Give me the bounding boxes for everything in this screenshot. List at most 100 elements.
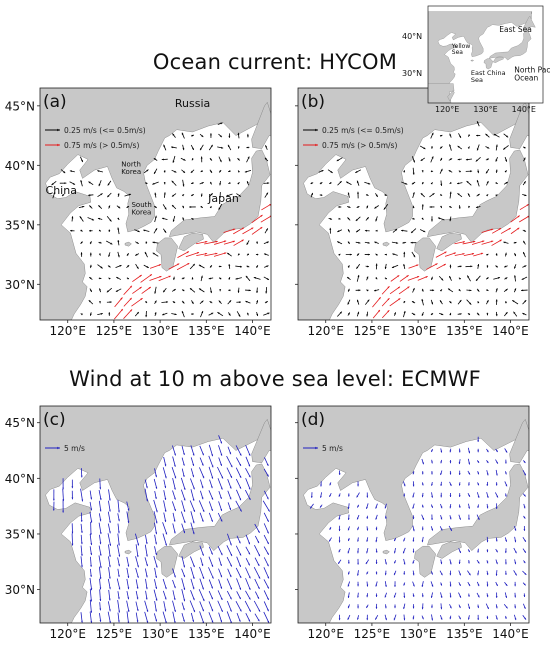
current-vector [237,132,240,139]
current-vector [319,182,323,185]
current-vector-fast [436,263,447,270]
wind-vector [375,603,378,609]
place-label-south-korea: South Korea [131,201,151,216]
current-vector [181,310,185,318]
current-vector [191,300,194,305]
wind-vector [393,537,397,542]
current-vector [253,276,261,280]
current-vector-fast [204,240,218,245]
current-vector-fast [389,298,401,307]
current-vector [80,229,83,232]
current-vector [486,277,489,280]
wind-vector [449,615,452,620]
current-vector [108,277,111,280]
wind-vector [199,457,204,466]
wind-vector [440,514,443,520]
wind-vector [145,534,148,545]
current-vector [522,299,527,305]
wind-vector [172,611,176,623]
wind-vector [458,559,461,564]
legend-label: 0.25 m/s (<= 0.5m/s) [64,126,146,135]
wind-vector [513,570,518,576]
current-vector [126,205,130,209]
wind-vector [477,614,480,621]
current-vector [108,312,111,316]
current-vector [421,217,424,221]
current-vector [172,215,176,222]
wind-vector [190,566,195,579]
wind-vector [393,592,397,598]
wind-vector [329,482,332,486]
current-vector [383,204,389,210]
wind-vector [403,481,406,487]
wind-vector [421,492,424,498]
wind-vector [245,613,251,622]
wind-vector [190,489,195,501]
current-vector-fast [510,227,520,235]
current-vector [466,180,472,186]
wind-vector [98,545,102,556]
lon-tick-label: 140°E [492,324,529,338]
current-vector [355,216,361,222]
wind-vector [449,592,452,598]
wind-vector [448,525,453,532]
wind-vector [468,503,470,509]
current-vector-fast [223,240,235,245]
current-vector-fast [114,297,123,308]
current-vector [200,205,204,209]
current-vector [465,170,473,173]
current-vector-fast [372,309,381,319]
wind-vector [514,604,517,609]
legend-arrow [45,128,60,132]
wind-vector [449,581,452,587]
wind-vector [218,612,223,623]
landmass [178,232,204,252]
current-vector [401,181,408,185]
wind-vector [117,600,121,613]
current-vector [256,241,258,244]
current-vector [364,253,370,256]
current-vector [171,204,177,210]
wind-vector [403,592,406,598]
current-vector [522,312,527,316]
current-vector [98,180,102,187]
current-vector [522,194,527,197]
wind-vector [477,548,480,553]
current-vector [365,265,370,268]
wind-vector [226,455,233,468]
wind-vector [89,611,93,623]
current-vector [99,288,101,293]
wind-vector [449,459,452,464]
current-vector [89,229,93,232]
current-vector [336,241,343,245]
current-vector-fast [149,264,162,269]
current-vector [522,229,527,232]
wind-vector [514,536,517,543]
current-vector [410,241,417,244]
current-vector-fast [242,227,254,235]
wind-vector [374,615,379,620]
wind-vector [227,568,232,578]
wind-vector [357,581,359,587]
wind-vector [80,488,84,502]
current-vector [143,169,149,174]
current-vector [337,180,342,186]
wind-vector [254,523,260,534]
wind-vector [208,612,214,623]
current-vector-fast [381,285,390,295]
wind-vector [154,534,157,545]
lon-tick-label: 140°E [234,627,271,641]
current-vector [449,312,452,316]
wind-vector [153,555,158,568]
current-vector [485,158,490,161]
wind-vector [394,547,396,554]
legend-label: 0.75 m/s (> 0.5m/s) [64,141,139,150]
current-vector [403,300,406,304]
wind-vector [403,558,406,565]
wind-vector [227,446,232,455]
wind-vector [144,479,148,489]
current-vector [403,170,406,173]
current-vector [89,312,92,316]
current-vector [163,192,166,198]
current-vector [59,182,67,185]
